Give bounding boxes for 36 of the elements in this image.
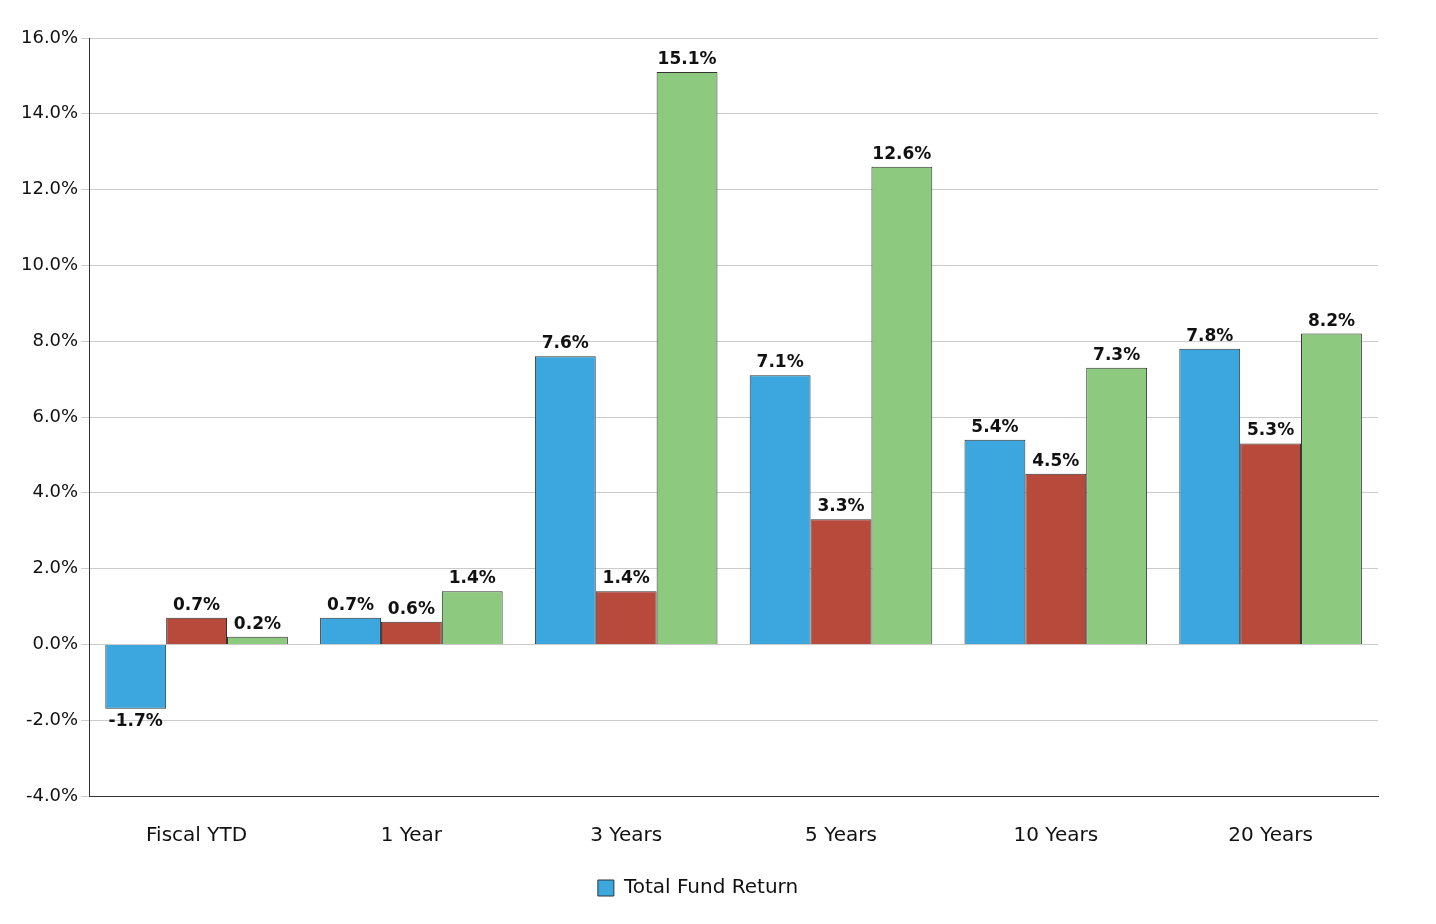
data-label: 15.1% (657, 48, 717, 69)
data-label: 5.3% (1247, 419, 1295, 440)
data-label: 0.7% (173, 593, 221, 614)
y-tick-label: 16.0% (20, 25, 79, 47)
y-tick-label: -4.0% (25, 783, 79, 805)
data-label: 7.3% (1093, 343, 1141, 364)
data-label: 4.5% (1032, 449, 1080, 470)
data-label: 7.8% (1186, 324, 1234, 345)
data-label: 7.6% (541, 332, 589, 353)
data-label: 1.4% (448, 567, 496, 588)
data-label: 0.6% (387, 597, 435, 618)
y-tick-label: 8.0% (32, 328, 79, 350)
x-tick-label: 20 Years (1228, 822, 1313, 847)
y-tick-label: 12.0% (20, 177, 79, 199)
x-tick-label: 10 Years (1013, 822, 1099, 847)
y-tick-label: 14.0% (20, 101, 79, 123)
y-tick-label: 2.0% (32, 556, 79, 578)
data-label: 3.3% (817, 495, 865, 516)
data-label: 5.4% (971, 415, 1019, 436)
y-tick-label: 6.0% (32, 404, 79, 426)
y-tick-label: 0.0% (32, 632, 79, 654)
x-tick-label: 5 Years (805, 822, 877, 847)
data-label: 7.1% (756, 351, 804, 372)
data-label: 0.7% (326, 593, 375, 614)
x-tick-label: 1 Year (380, 822, 443, 847)
x-tick-label: 3 Years (590, 822, 663, 847)
data-label: 8.2% (1307, 309, 1356, 330)
legend-label: Total Fund Return (622, 874, 799, 899)
y-tick-label: 4.0% (32, 480, 79, 502)
data-label: 0.2% (233, 612, 282, 633)
data-label: 12.6% (872, 142, 932, 163)
y-tick-label: -2.0% (25, 707, 79, 729)
x-tick-label: Fiscal YTD (146, 822, 248, 847)
y-tick-label: 10.0% (20, 253, 79, 275)
data-label: 1.4% (602, 567, 650, 588)
data-label: -1.7% (108, 709, 163, 730)
